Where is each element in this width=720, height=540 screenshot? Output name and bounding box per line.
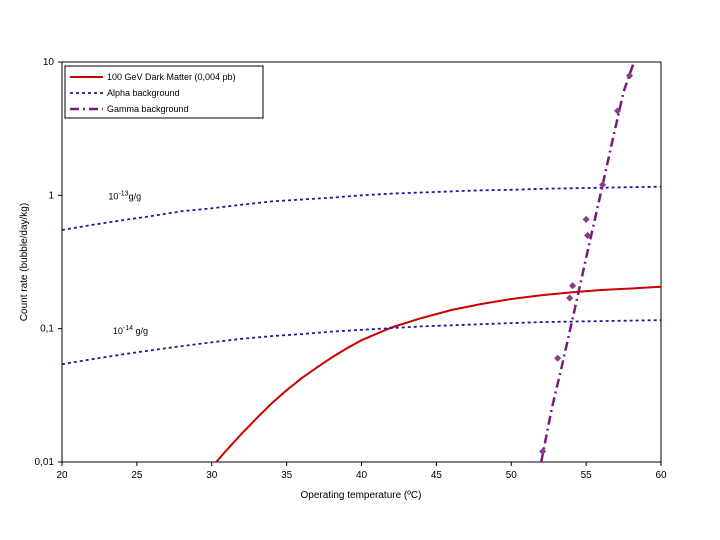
annotations: 10-13g/g10-14 g/g [108, 191, 148, 337]
x-tick-label: 40 [356, 470, 368, 481]
y-tick-label: 10 [43, 57, 55, 68]
gamma-data-point [566, 294, 574, 302]
gamma-data-point [582, 215, 590, 223]
plot-area [61, 61, 662, 463]
y-tick-label: 1 [48, 190, 54, 201]
gamma-data-point [569, 282, 577, 290]
x-tick-label: 20 [56, 470, 68, 481]
concentration-label: 10-13g/g [108, 191, 141, 202]
legend: 100 GeV Dark Matter (0,004 pb) Alpha back… [64, 65, 264, 119]
series-layer [62, 62, 661, 462]
x-tick-label: 30 [206, 470, 218, 481]
gamma-data-point [599, 181, 607, 189]
annotation-exponent: -14 [123, 325, 133, 332]
x-axis-title: Operating temperature (ºC) [301, 490, 422, 501]
annotation-base: 10 [113, 326, 123, 336]
x-tick-label: 35 [281, 470, 293, 481]
x-tick-label: 25 [131, 470, 143, 481]
y-tick-label: 0,1 [40, 324, 54, 335]
annotation-base: 10 [108, 192, 118, 202]
series-line-0 [215, 285, 661, 462]
y-tick-label: 0,01 [35, 457, 55, 468]
legend-label-1: Alpha background [107, 88, 180, 98]
x-tick-label: 60 [655, 470, 667, 481]
legend-label-0: 100 GeV Dark Matter (0,004 pb) [107, 72, 236, 82]
annotation-exponent: -13 [118, 191, 128, 198]
annotation-unit: g/g [133, 326, 148, 336]
gamma-data-point [614, 107, 622, 115]
series-line-1 [62, 185, 661, 231]
annotation-unit: g/g [129, 192, 142, 202]
series-line-2 [62, 319, 661, 366]
legend-label-2: Gamma background [107, 104, 189, 114]
x-tick-label: 45 [431, 470, 443, 481]
gamma-data-point [584, 231, 592, 240]
x-tick-label: 55 [581, 470, 593, 481]
y-axis: 0,01 0,1 1 10 [35, 57, 62, 468]
series-line-3 [539, 62, 636, 462]
x-tick-label: 50 [506, 470, 518, 481]
gamma-data-point [539, 447, 547, 455]
y-axis-title: Count rate (bubble/day/kg) [19, 203, 30, 321]
gamma-data-point [554, 354, 562, 362]
x-axis: 20 25 30 35 40 45 50 55 60 [56, 462, 667, 481]
gamma-data-point [626, 72, 634, 80]
concentration-label: 10-14 g/g [113, 325, 148, 336]
